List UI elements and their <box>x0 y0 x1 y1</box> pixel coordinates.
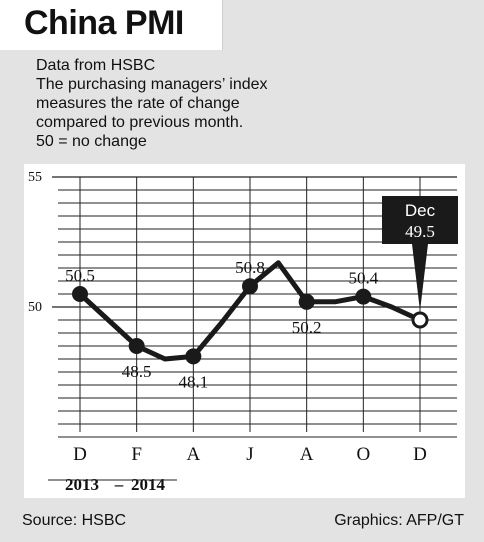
callout-pointer <box>412 244 428 311</box>
data-label: 48.5 <box>122 362 152 381</box>
data-label: 50.8 <box>235 258 265 277</box>
callout-box <box>382 196 458 244</box>
data-point <box>298 293 315 310</box>
data-point <box>185 348 202 365</box>
data-label: 50.2 <box>292 318 322 337</box>
x-tick-label: D <box>73 444 87 465</box>
x-tick-label: D <box>413 444 427 465</box>
y-tick-label: 55 <box>28 170 42 185</box>
description-line-baseline: 50 = no change <box>36 133 147 150</box>
footer-source: Source: HSBC <box>22 512 127 529</box>
year-separator: – <box>114 475 124 494</box>
data-point <box>242 278 258 295</box>
data-point <box>355 288 372 305</box>
description-line: compared to previous month. <box>36 114 244 131</box>
data-label: 50.5 <box>65 266 95 285</box>
description-line: The purchasing managers’ index <box>36 76 268 93</box>
chart-panel: 55 50 D F A J A O D 2013–2014 50.5 48.5 48.1 50.8 50.2… <box>24 164 465 498</box>
chart-description: Data from HSBC The purchasing managers’ … <box>36 56 456 151</box>
title-tab: China PMI <box>0 0 223 50</box>
data-point <box>128 338 145 354</box>
footer-credit: Graphics: AFP/GT <box>334 512 464 529</box>
x-tick-label: A <box>186 444 200 465</box>
description-line-source: Data from HSBC <box>36 57 156 74</box>
data-point <box>72 286 88 302</box>
data-label: 50.4 <box>348 269 378 288</box>
line-chart: 55 50 D F A J A O D 2013–2014 50.5 48.5 48.1 50.8 50.2… <box>28 170 458 494</box>
x-tick-label: J <box>246 444 253 465</box>
year-label: 2014 <box>131 475 166 494</box>
data-point-latest <box>411 311 429 329</box>
y-tick-label: 50 <box>28 300 42 315</box>
x-tick-label: A <box>300 444 314 465</box>
year-label: 2013 <box>65 475 99 494</box>
x-tick-label: O <box>356 444 370 465</box>
description-line: measures the rate of change <box>36 95 240 112</box>
chart-title: China PMI <box>24 4 184 42</box>
data-label: 48.1 <box>178 372 208 391</box>
x-tick-label: F <box>131 444 142 465</box>
callout-value: 49.5 <box>405 222 435 241</box>
callout-label: Dec <box>405 201 436 220</box>
